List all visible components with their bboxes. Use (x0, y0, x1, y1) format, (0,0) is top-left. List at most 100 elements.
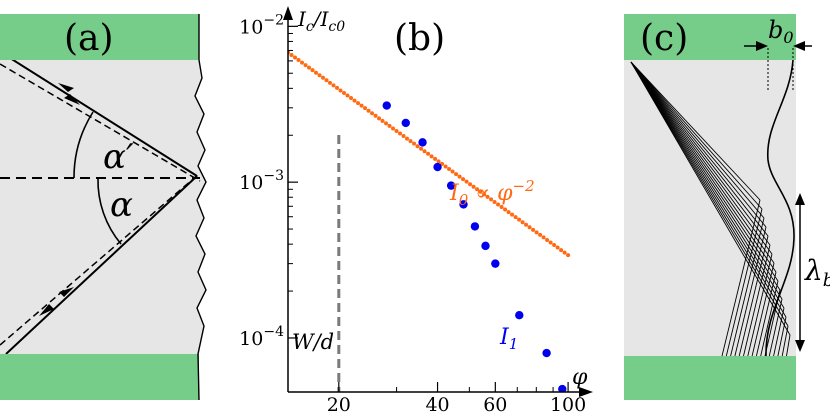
ray-line (630, 61, 789, 327)
i0-dot (391, 126, 396, 131)
ray-line (630, 61, 765, 219)
i0-dot (454, 172, 459, 177)
ray-line-reflected (734, 226, 767, 357)
i0-dot (293, 55, 298, 60)
ray-line (630, 61, 785, 309)
panel-a-gray-region (0, 60, 206, 354)
ray-line (630, 61, 781, 291)
i0-dot (394, 128, 399, 133)
i1-point (459, 200, 468, 209)
i1-point (433, 162, 442, 172)
i0-dot (552, 243, 557, 248)
i0-dot (380, 118, 385, 123)
i0-dot (300, 60, 305, 65)
i0-dot (426, 151, 431, 156)
b0-arrowhead-right (793, 41, 805, 51)
annot-i0: I0 ∝ φ−2 (449, 177, 535, 209)
i0-dot (429, 154, 434, 159)
i0-dot (412, 141, 417, 146)
y-tick-label: 10−3 (239, 168, 284, 194)
ray-line (630, 61, 777, 273)
ray-line (630, 61, 767, 228)
annot-wd: W/d (292, 330, 334, 354)
y-axis-label: Ic/Ic0 (297, 7, 345, 35)
ray-line-reflected (786, 334, 791, 357)
x-tick-label: 100 (550, 394, 586, 413)
i1-point (542, 348, 551, 358)
arrow-lower-left (39, 304, 54, 316)
i0-dot (335, 85, 340, 90)
ray-line-reflected (768, 298, 783, 357)
y-axis-arrow (283, 6, 293, 20)
i0-dot (555, 245, 560, 250)
panel-a-label: (a) (64, 18, 114, 59)
angle-alpha-prime-label: α′ (103, 137, 134, 177)
b0-arrowhead-left (756, 41, 768, 51)
i0-dot (384, 121, 389, 126)
ray-line (630, 61, 763, 210)
panel-a-top-bar (0, 14, 199, 60)
ray-line (630, 61, 783, 300)
i0-dot (436, 159, 441, 164)
i0-dot (513, 215, 518, 220)
arrow-lower-right (59, 287, 74, 297)
ray-line-reflected (721, 199, 761, 357)
ray-line-reflected (725, 208, 763, 357)
i0-dot (541, 235, 546, 240)
i0-dot (310, 68, 315, 73)
i0-dot (503, 207, 508, 212)
i1-point (491, 259, 500, 268)
i0-dot (478, 189, 483, 194)
i0-dot (422, 149, 427, 154)
ray-line-reflected (764, 289, 781, 357)
i0-dot (317, 73, 322, 78)
lambda-arrowhead-top (795, 193, 805, 205)
ray-line (630, 61, 787, 318)
ray-line (630, 61, 769, 237)
i0-dot (450, 169, 455, 174)
i0-dot (349, 96, 354, 101)
i0-dot (338, 88, 343, 93)
panel-c-label: (c) (640, 18, 688, 59)
panel-a-rough-edge (194, 14, 207, 401)
i0-dot (289, 52, 294, 57)
ray-line (630, 61, 779, 282)
i0-dot (524, 222, 529, 227)
panel-a-ray-lower (5, 175, 198, 354)
i0-dot (303, 63, 308, 68)
i0-dot (321, 75, 326, 80)
ray-line (630, 61, 791, 336)
i0-dot (534, 230, 539, 235)
lambda-label: λb (804, 254, 830, 291)
ray-line-reflected (781, 325, 789, 357)
ray-line-reflected (777, 316, 787, 357)
i0-dot (548, 240, 553, 245)
annot-i1: I1 (499, 325, 518, 353)
panel-c-gray-region (624, 60, 796, 356)
i0-dot (345, 93, 350, 98)
y-tick-label: 10−4 (239, 324, 284, 350)
i0-dot (443, 164, 448, 169)
i0-dot (457, 174, 462, 179)
i0-dot (506, 210, 511, 215)
i0-dot (398, 131, 403, 136)
i0-dot (562, 250, 567, 255)
ray-line-reflected (738, 235, 769, 357)
i1-point (418, 138, 427, 147)
i0-dot (405, 136, 410, 141)
angle-alpha-label: α (110, 185, 133, 225)
panel-a-bottom-bar (0, 354, 199, 400)
ray-line-reflected (751, 262, 775, 357)
x-tick-label: 60 (483, 394, 507, 413)
i0-dot (377, 116, 382, 121)
i0-dot (408, 139, 413, 144)
i0-dot (359, 103, 364, 108)
x-tick-label: 20 (327, 394, 351, 413)
i0-dot (387, 123, 392, 128)
arrow-upper-right (64, 94, 80, 105)
i0-dot (331, 83, 336, 88)
i0-dot (475, 187, 480, 192)
panel-a-ray-upper (11, 60, 198, 177)
i0-dot (468, 182, 473, 187)
